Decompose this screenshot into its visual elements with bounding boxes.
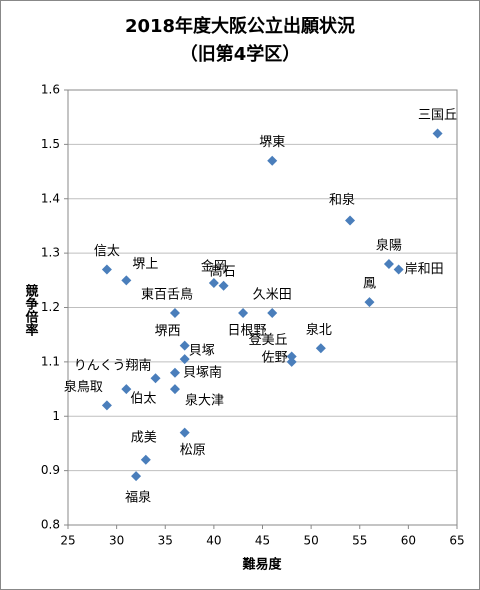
- point-label: 日根野: [228, 323, 267, 338]
- x-tick-label: 65: [449, 534, 464, 548]
- point: [393, 264, 404, 275]
- x-tick-label: 60: [401, 534, 416, 548]
- y-tick-label: 1.2: [41, 300, 60, 314]
- x-axis-title: 難易度: [242, 557, 282, 573]
- chart-subtitle: （旧第4学区）: [180, 43, 301, 65]
- point: [179, 340, 190, 351]
- y-tick-label: 1.5: [41, 137, 60, 151]
- point-label: 信太: [94, 244, 120, 259]
- point: [315, 343, 326, 354]
- point: [208, 278, 219, 289]
- y-tick-label: 1.6: [41, 83, 60, 97]
- chart-title: 2018年度大阪公立出願状況: [125, 15, 355, 37]
- point-label: 和泉: [329, 192, 355, 208]
- point: [131, 471, 142, 482]
- point: [267, 155, 278, 166]
- point-label: 堺東: [259, 134, 285, 150]
- point-label: 松原: [180, 443, 206, 458]
- point: [267, 307, 278, 318]
- point-label: 久米田: [253, 287, 292, 302]
- point: [286, 356, 297, 367]
- point: [286, 351, 297, 362]
- point-label: 東百舌鳥: [141, 286, 193, 302]
- x-tick-label: 40: [206, 534, 221, 548]
- point-label: 泉鳥取: [64, 379, 103, 395]
- y-tick-label: 1.4: [41, 191, 60, 205]
- point: [383, 259, 394, 269]
- point-label: 登美丘: [249, 333, 288, 348]
- x-tick-label: 50: [303, 534, 318, 548]
- point: [432, 128, 443, 139]
- point-label: 金岡: [201, 259, 227, 275]
- y-tick-label: 1.1: [41, 354, 60, 368]
- point-label: 貝塚: [189, 344, 215, 359]
- point-label: 泉陽: [376, 238, 402, 254]
- point-label: 伯太: [130, 392, 156, 407]
- point-label: 三国丘: [418, 108, 457, 123]
- point: [140, 454, 151, 465]
- point-label: 佐野: [262, 350, 288, 365]
- point: [218, 280, 229, 291]
- point-label: 岸和田: [405, 262, 444, 277]
- point: [345, 215, 356, 226]
- point: [101, 264, 112, 275]
- point-label: 堺上: [132, 257, 158, 272]
- point-label: 貝塚南: [183, 364, 222, 380]
- point-label: 泉大津: [185, 393, 224, 409]
- point: [169, 307, 180, 318]
- point: [179, 427, 190, 438]
- point: [169, 384, 180, 395]
- point: [169, 367, 180, 378]
- point: [179, 354, 190, 365]
- point: [121, 275, 132, 286]
- x-tick-label: 25: [60, 534, 75, 548]
- point-label: 高石: [210, 263, 236, 279]
- point: [364, 297, 375, 308]
- point: [238, 307, 249, 318]
- x-tick-label: 30: [109, 534, 124, 548]
- point-label: りんくう翔南: [74, 358, 152, 374]
- y-axis-title: 競争倍率: [23, 283, 39, 337]
- x-tick-label: 45: [255, 534, 270, 548]
- point-label: 泉北: [306, 322, 332, 338]
- y-tick-label: 1: [52, 409, 60, 423]
- x-tick-label: 55: [352, 534, 367, 548]
- y-tick-label: 1.3: [41, 246, 60, 260]
- point: [121, 384, 132, 395]
- point: [101, 400, 112, 411]
- point: [150, 373, 161, 384]
- y-tick-label: 0.9: [41, 463, 60, 477]
- x-tick-label: 35: [158, 534, 173, 548]
- point-label: 成美: [131, 430, 157, 445]
- point-label: 鳳: [363, 277, 376, 292]
- y-tick-label: 0.8: [41, 518, 60, 532]
- point-label: 堺西: [155, 324, 181, 339]
- plot-frame: [67, 89, 458, 526]
- point-label: 福泉: [125, 490, 151, 506]
